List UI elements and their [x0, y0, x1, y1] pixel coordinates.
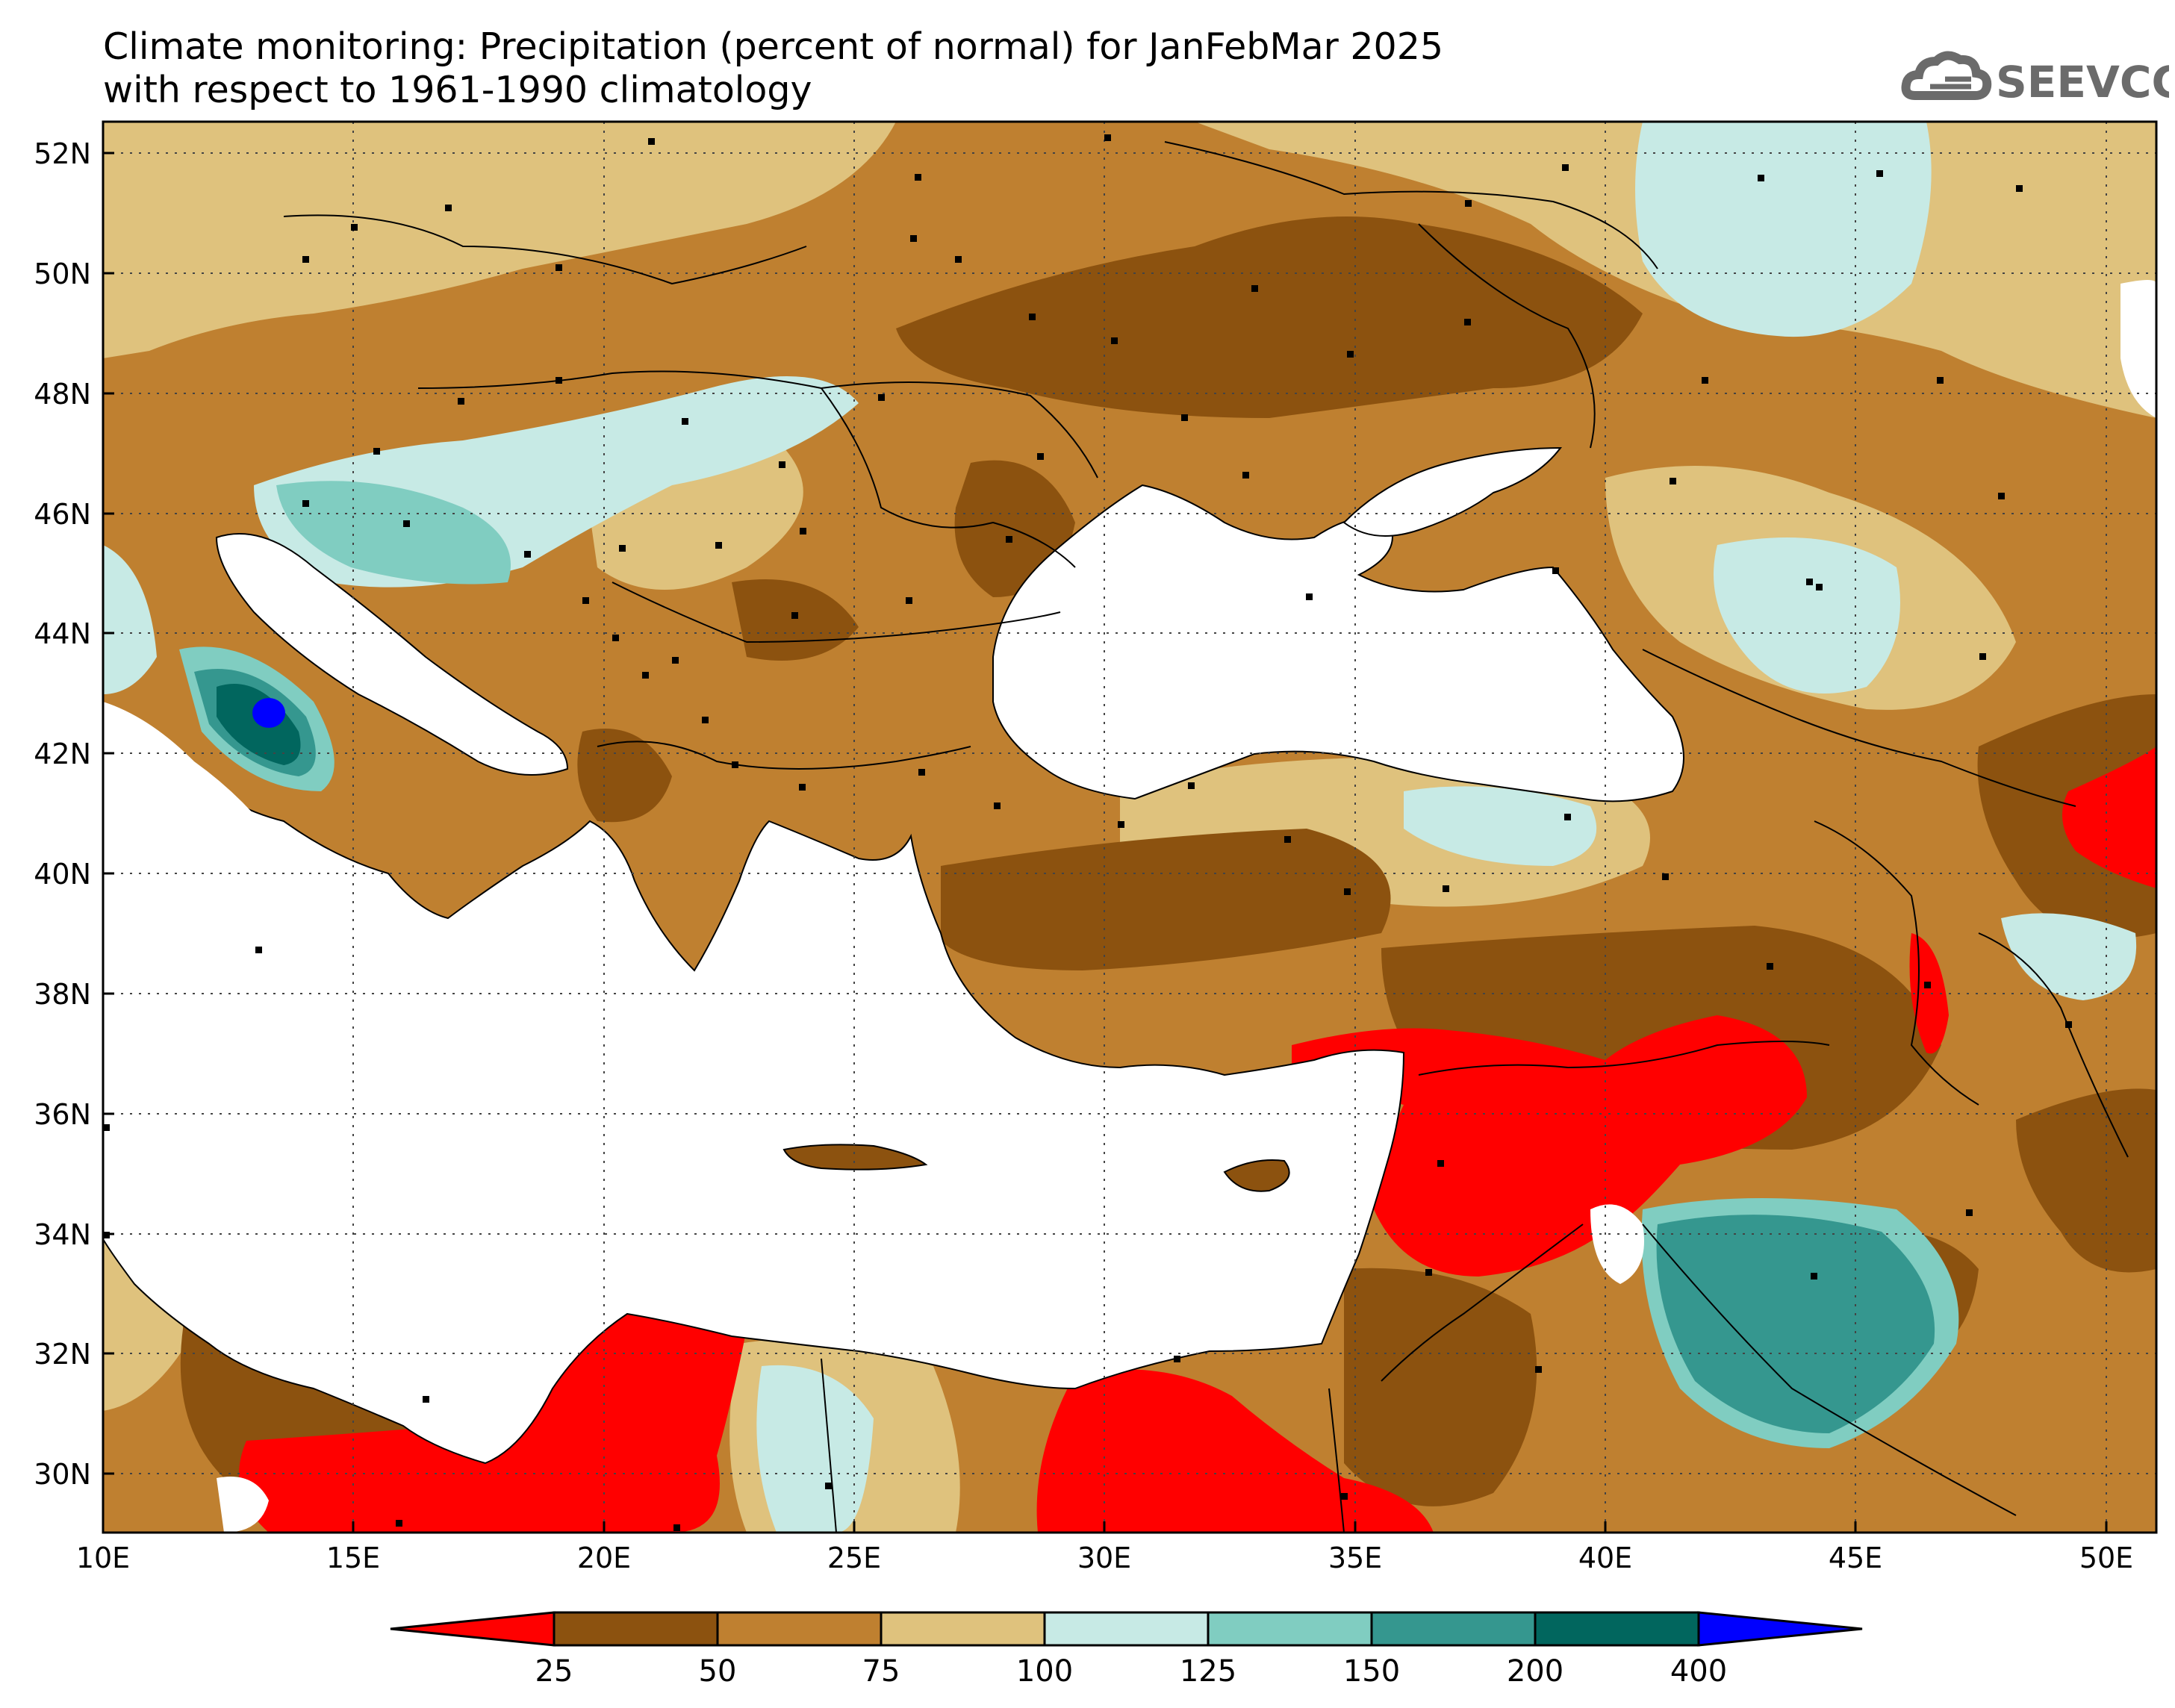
colorbar-100-125 [1043, 1611, 1210, 1647]
title-line-2: with respect to 1961-1990 climatology [103, 69, 812, 111]
lon-label: 20E [577, 1542, 631, 1574]
colorbar-above-400 [1697, 1611, 1863, 1647]
colorbar-200-400 [1534, 1611, 1700, 1647]
lat-label: 38N [34, 978, 91, 1011]
tyrrhenian-sea [103, 702, 378, 1015]
country-borders [283, 141, 2129, 1533]
lat-label: 36N [34, 1098, 91, 1131]
lat-tick-labels: 52N 50N 48N 46N 44N 42N 40N 38N 36N 34N … [34, 137, 91, 1491]
region-100-125-italy-west [103, 545, 157, 694]
colorbar-50-75 [716, 1611, 883, 1647]
seevccc-logo: SEEVCCC [1901, 51, 2169, 107]
lat-label: 42N [34, 738, 91, 770]
lon-label: 30E [1077, 1542, 1131, 1574]
lon-label: 10E [76, 1542, 130, 1574]
axis-ticks [102, 152, 2108, 1533]
nodata-east [2120, 280, 2156, 418]
region-above-400-italy [252, 698, 285, 728]
colorbar-label: 25 [535, 1654, 573, 1689]
lat-label: 52N [34, 137, 91, 170]
colorbar-125-150 [1207, 1611, 1373, 1647]
colorbar [390, 1611, 1863, 1647]
station-dots [103, 134, 2072, 1531]
region-100-125-caucasus [1714, 537, 1900, 694]
region-125-150-croatia [276, 481, 511, 585]
map-frame [102, 120, 2158, 1534]
black-sea [992, 484, 1684, 802]
colorbar-label: 125 [1180, 1654, 1236, 1689]
lat-label: 30N [34, 1458, 91, 1491]
precip-field [103, 122, 2156, 1533]
lat-label: 48N [34, 378, 91, 411]
colorbar-25-50 [553, 1611, 719, 1647]
colorbar-label: 200 [1507, 1654, 1563, 1689]
lat-label: 40N [34, 858, 91, 891]
graticule [103, 122, 2156, 1533]
crimea-white [1342, 446, 1563, 537]
region-25-50-turkey [941, 829, 1391, 970]
desert-nodata-libya [217, 1477, 269, 1533]
colorbar-labels: 25 50 75 100 125 150 200 400 [535, 1654, 1728, 1689]
lon-label: 45E [1829, 1542, 1882, 1574]
region-100-125-iran [2001, 913, 2137, 1000]
colorbar-75-100 [880, 1611, 1046, 1647]
colorbar-below-25 [390, 1611, 556, 1647]
region-below-25-armenia [2062, 747, 2156, 888]
cyprus-island [1223, 1159, 1290, 1192]
colorbar-label: 50 [699, 1654, 737, 1689]
lon-label: 50E [2079, 1542, 2133, 1574]
region-25-50-ukraine [896, 216, 1643, 418]
region-25-50-levant [1344, 1268, 1537, 1506]
region-25-50-iran [2016, 1088, 2156, 1273]
lat-label: 32N [34, 1338, 91, 1371]
cloud-icon [1901, 51, 1992, 100]
region-100-125-russia [1635, 122, 1932, 337]
desert-nodata-iraq [1590, 1204, 1644, 1284]
lon-label: 15E [326, 1542, 380, 1574]
lon-tick-labels: 10E 15E 20E 25E 30E 35E 40E 45E 50E [76, 1542, 2133, 1574]
lon-label: 35E [1328, 1542, 1382, 1574]
adriatic-sea [215, 533, 569, 776]
colorbar-label: 400 [1670, 1654, 1727, 1689]
lon-label: 25E [827, 1542, 881, 1574]
lat-label: 50N [34, 258, 91, 290]
lat-label: 34N [34, 1218, 91, 1251]
region-100-125-egypt [756, 1365, 874, 1533]
colorbar-150-200 [1370, 1611, 1537, 1647]
region-100-125-turkey-coast [1404, 786, 1597, 866]
logo-text: SEEVCCC [1996, 57, 2169, 107]
region-150-200-iraq [1656, 1215, 1935, 1433]
lat-label: 46N [34, 498, 91, 531]
region-75-100-north [103, 122, 896, 358]
colorbar-label: 150 [1343, 1654, 1400, 1689]
title-line-1: Climate monitoring: Precipitation (perce… [103, 25, 1444, 68]
region-below-25-egypt [1036, 1369, 1434, 1533]
colorbar-label: 75 [862, 1654, 900, 1689]
lon-label: 40E [1578, 1542, 1632, 1574]
lat-label: 44N [34, 617, 91, 650]
mediterranean-sea [103, 755, 1405, 1465]
map-title: Climate monitoring: Precipitation (perce… [103, 25, 1443, 112]
colorbar-label: 100 [1016, 1654, 1073, 1689]
crete-island [782, 1144, 928, 1171]
region-25-50-greece [577, 729, 672, 823]
region-below-25-syria [1292, 1015, 1807, 1277]
